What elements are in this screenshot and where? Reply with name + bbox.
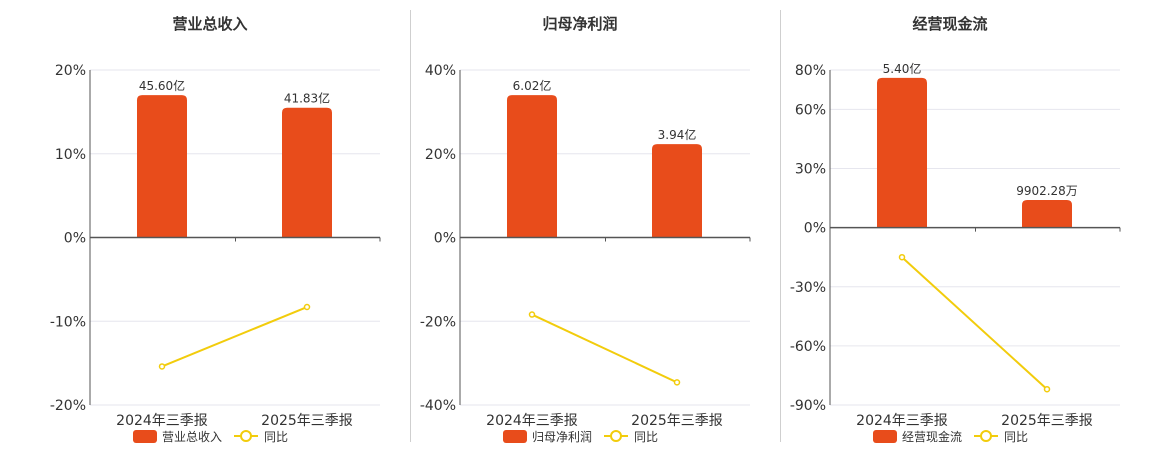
yoy-point	[158, 363, 166, 370]
bar-data-label: 9902.28万	[1016, 184, 1078, 198]
y-tick-label: -90%	[790, 398, 826, 414]
chart-revenue: 营业总收入 20% 10% 0% -10% -20% 45.60亿 41.83亿 2024年三季…	[50, 15, 381, 444]
bar-data-label: 45.60亿	[139, 78, 185, 93]
x-category-label: 2024年三季报	[486, 413, 578, 429]
divider-2	[780, 10, 781, 442]
y-tick-label: 60%	[795, 102, 826, 118]
y-tick-label: 20%	[425, 147, 456, 163]
legend-line-label: 同比	[1004, 430, 1028, 444]
legend-line-label: 同比	[264, 430, 288, 444]
yoy-line	[901, 256, 1048, 390]
y-tick-label: 0%	[64, 231, 86, 247]
bar-data-label: 3.94亿	[658, 127, 697, 142]
legend-bar-swatch	[873, 430, 897, 443]
yoy-line	[161, 306, 308, 368]
yoy-point	[898, 253, 906, 261]
x-category-label: 2025年三季报	[631, 413, 723, 429]
chart-panel-2: 归母净利润 40% 20% 0% -20% -40% 6.02亿 3.94亿 2024年三季报 2…	[370, 0, 770, 450]
legend-bar-label: 营业总收入	[162, 430, 222, 444]
chart-panel-3: 经营现金流 80% 60% 30% 0% -30% -60% -90% 5.40亿 9902.28…	[740, 0, 1140, 450]
y-tick-label: -10%	[50, 314, 86, 330]
chart-title: 归母净利润	[542, 15, 617, 33]
x-category-label: 2025年三季报	[1001, 413, 1093, 429]
chart-operating-cashflow: 经营现金流 80% 60% 30% 0% -30% -60% -90% 5.40亿 9902.28…	[790, 15, 1121, 444]
y-tick-label: 40%	[425, 63, 456, 79]
y-tick-label: 0%	[434, 231, 456, 247]
bar	[877, 77, 927, 228]
x-category-label: 2024年三季报	[116, 413, 208, 429]
bar-data-label: 6.02亿	[513, 78, 552, 93]
y-tick-label: 30%	[795, 162, 826, 178]
yoy-line	[531, 313, 678, 384]
y-tick-label: 10%	[55, 147, 86, 163]
y-tick-label: -20%	[50, 398, 86, 414]
chart-net-profit: 归母净利润 40% 20% 0% -20% -40% 6.02亿 3.94亿 2024年三季报 2…	[420, 15, 751, 444]
legend-line-marker	[610, 430, 622, 442]
legend-bar-label: 经营现金流	[902, 429, 962, 444]
x-category-label: 2025年三季报	[261, 413, 353, 429]
yoy-point	[528, 311, 536, 318]
legend-line-marker	[240, 430, 252, 442]
legend-line-label: 同比	[634, 430, 658, 444]
legend-line-marker	[980, 430, 992, 442]
bar-data-label: 41.83亿	[284, 91, 330, 106]
chart-panel-1: 营业总收入 20% 10% 0% -10% -20% 45.60亿 41.83亿 2024年三季…	[0, 0, 400, 450]
divider-1	[410, 10, 411, 442]
bar	[652, 144, 702, 238]
y-tick-label: 20%	[55, 63, 86, 79]
legend-bar-swatch	[503, 430, 527, 443]
y-tick-label: -40%	[420, 398, 456, 414]
chart-title: 营业总收入	[172, 15, 247, 33]
bar	[137, 95, 187, 238]
bar	[507, 95, 557, 238]
yoy-point	[1043, 385, 1051, 393]
bar-data-label: 5.40亿	[883, 61, 922, 76]
y-tick-label: -60%	[790, 339, 826, 355]
bar	[1022, 200, 1072, 228]
legend-bar-swatch	[133, 430, 157, 443]
y-tick-label: -30%	[790, 280, 826, 296]
legend-bar-label: 归母净利润	[532, 430, 592, 444]
y-tick-label: 0%	[804, 221, 826, 237]
x-category-label: 2024年三季报	[856, 413, 948, 429]
yoy-point	[303, 303, 311, 311]
chart-title: 经营现金流	[912, 15, 987, 33]
y-tick-label: 80%	[795, 63, 826, 79]
yoy-point	[673, 379, 681, 386]
y-tick-label: -20%	[420, 314, 456, 330]
bar	[282, 107, 332, 238]
